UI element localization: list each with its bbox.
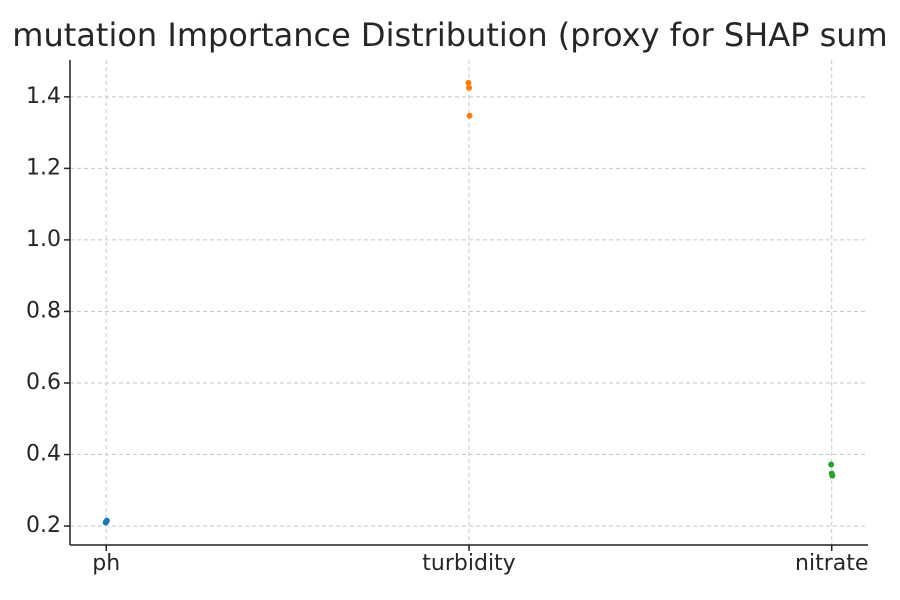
x-tick-label: nitrate	[795, 551, 868, 576]
y-tick-label: 0.6	[26, 370, 61, 395]
y-tick-label: 0.8	[26, 298, 61, 323]
x-tick-label: turbidity	[422, 551, 515, 576]
chart-title: mutation Importance Distribution (proxy …	[12, 16, 887, 54]
y-tick-label: 0.2	[26, 513, 61, 538]
y-tick-label: 1.4	[26, 84, 61, 109]
point	[829, 472, 836, 479]
x-tick-label: ph	[92, 551, 120, 576]
y-tick-label: 0.4	[26, 442, 61, 467]
point	[828, 461, 835, 468]
point	[466, 112, 473, 119]
point	[465, 79, 472, 86]
point	[103, 517, 110, 524]
y-tick-label: 1.0	[26, 227, 61, 252]
point	[466, 84, 472, 91]
y-tick-label: 1.2	[26, 155, 61, 180]
